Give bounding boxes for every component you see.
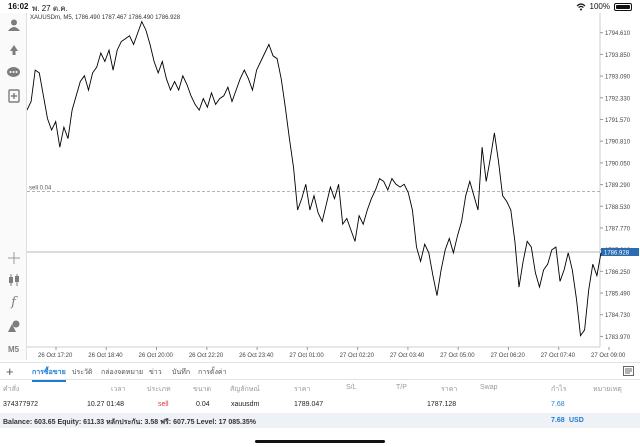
x-tick-label: 26 Oct 17:20 xyxy=(38,353,73,359)
total-profit: 7.68 xyxy=(551,417,565,424)
header-tp: T/P xyxy=(396,384,407,391)
y-tick-label: 1793.090 xyxy=(605,75,631,81)
x-tick-label: 27 Oct 06:20 xyxy=(490,353,525,359)
cell-size: 0.04 xyxy=(196,401,210,408)
home-indicator[interactable] xyxy=(255,440,385,443)
header-size: ขนาด xyxy=(193,386,212,393)
battery-icon xyxy=(614,2,632,11)
add-icon[interactable]: + xyxy=(6,364,14,379)
crosshair-icon[interactable] xyxy=(4,249,23,266)
total-currency: USD xyxy=(569,417,584,424)
header-price: ราคา xyxy=(441,386,458,393)
x-tick-label: 26 Oct 18:40 xyxy=(88,353,123,359)
tab-history[interactable]: ประวัติ xyxy=(72,369,93,376)
x-tick-label: 27 Oct 03:40 xyxy=(390,353,425,359)
table-row[interactable]: 374377972 10.27 01:48 sell 0.04 xauusdm … xyxy=(0,397,640,413)
header-sl: S/L xyxy=(346,384,357,391)
y-tick-label: 1794.610 xyxy=(605,31,631,37)
y-tick-label: 1784.730 xyxy=(605,313,631,319)
price-chart[interactable]: 1794.610 1793.850 1793.090 1792.330 1791.570… xyxy=(27,13,640,360)
wifi-icon xyxy=(576,2,585,10)
order-line-label: sell 0.04 xyxy=(29,186,52,192)
timeframe-button[interactable]: M5 xyxy=(7,345,20,354)
tab-journal[interactable]: บันทึก xyxy=(172,369,191,376)
terminal-tabs: + การซื้อขาย ประวัติ กล่องจดหมาย ข่าว บั… xyxy=(0,362,640,382)
x-tick-label: 26 Oct 22:20 xyxy=(189,353,224,359)
header-comment: หมายเหตุ xyxy=(593,386,622,393)
candles-icon[interactable] xyxy=(4,271,23,288)
cell-price: 1787.128 xyxy=(427,401,457,408)
trade-icon[interactable] xyxy=(4,41,23,58)
x-tick-label: 26 Oct 23:40 xyxy=(239,353,274,359)
status-right: 100% xyxy=(576,2,632,11)
cell-ticket: 374377972 xyxy=(3,401,39,408)
cell-symbol: xauusdm xyxy=(231,401,260,408)
chat-icon[interactable] xyxy=(4,64,23,81)
bottom-safe-area xyxy=(0,428,640,447)
cell-time: 10.27 01:48 xyxy=(87,401,124,408)
status-time: 16:02 xyxy=(8,2,29,11)
orders-table-header: คำสั่ง เวลา ประเภท ขนาด สัญลักษณ์ ราคา S… xyxy=(0,380,640,396)
x-tick-label: 27 Oct 07:40 xyxy=(541,353,576,359)
y-tick-label: 1793.850 xyxy=(605,53,631,59)
status-date: พ. 27 ต.ค. xyxy=(32,4,68,13)
chart-canvas[interactable]: 1794.610 1793.850 1793.090 1792.330 1791.570… xyxy=(27,13,640,360)
x-tick-label: 27 Oct 05:00 xyxy=(440,353,475,359)
tab-trade[interactable]: การซื้อขาย xyxy=(32,369,66,382)
header-ticket: คำสั่ง xyxy=(3,386,20,393)
header-symbol: สัญลักษณ์ xyxy=(230,386,260,393)
cell-profit: 7.68 xyxy=(551,401,565,408)
header-open-price: ราคา xyxy=(294,386,311,393)
y-tick-label: 1790.050 xyxy=(605,161,631,167)
y-tick-label: 1786.250 xyxy=(605,270,631,276)
y-tick-label: 1789.290 xyxy=(605,183,631,189)
header-type: ประเภท xyxy=(147,386,171,393)
x-tick-label: 27 Oct 02:20 xyxy=(340,353,375,359)
header-swap: Swap xyxy=(480,384,498,391)
balance-bar: Balance: 603.65 Equity: 611.33 หลักประกั… xyxy=(0,413,640,428)
x-tick-label: 27 Oct 09:00 xyxy=(591,353,626,359)
y-tick-label: 1792.330 xyxy=(605,96,631,102)
objects-icon[interactable] xyxy=(4,317,23,334)
tab-settings[interactable]: การตั้งค่า xyxy=(198,369,227,376)
status-bar: 16:02 พ. 27 ต.ค. 100% xyxy=(0,0,640,13)
symbol-info: XAUUSDm, M5, 1786.490 1787.467 1786.490 … xyxy=(30,15,181,21)
y-tick-label: 1788.530 xyxy=(605,205,631,211)
price-series-line xyxy=(27,20,602,337)
battery-percent: 100% xyxy=(589,2,610,11)
header-profit: กำไร xyxy=(551,386,567,393)
account-icon[interactable] xyxy=(4,16,23,33)
cell-type: sell xyxy=(158,401,169,408)
current-price-tag xyxy=(601,247,639,256)
y-tick-label: 1787.770 xyxy=(605,226,631,232)
left-toolbar: f M5 xyxy=(0,13,27,360)
y-tick-label: 1785.490 xyxy=(605,292,631,298)
y-tick-label: 1790.810 xyxy=(605,140,631,146)
x-tick-label: 26 Oct 20:00 xyxy=(139,353,174,359)
tab-news[interactable]: ข่าว xyxy=(149,369,162,376)
cell-open-price: 1789.047 xyxy=(294,401,324,408)
tab-mailbox[interactable]: กล่องจดหมาย xyxy=(101,369,144,376)
terminal-menu-icon[interactable] xyxy=(623,366,634,376)
current-price-label: 1786.928 xyxy=(604,250,630,256)
x-tick-label: 27 Oct 01:00 xyxy=(289,353,324,359)
balance-text: Balance: 603.65 Equity: 611.33 หลักประกั… xyxy=(3,419,256,426)
indicators-icon[interactable]: f xyxy=(11,295,16,310)
y-tick-label: 1783.970 xyxy=(605,335,631,341)
new-order-icon[interactable] xyxy=(4,87,23,104)
header-time: เวลา xyxy=(111,386,126,393)
y-tick-label: 1791.570 xyxy=(605,118,631,124)
